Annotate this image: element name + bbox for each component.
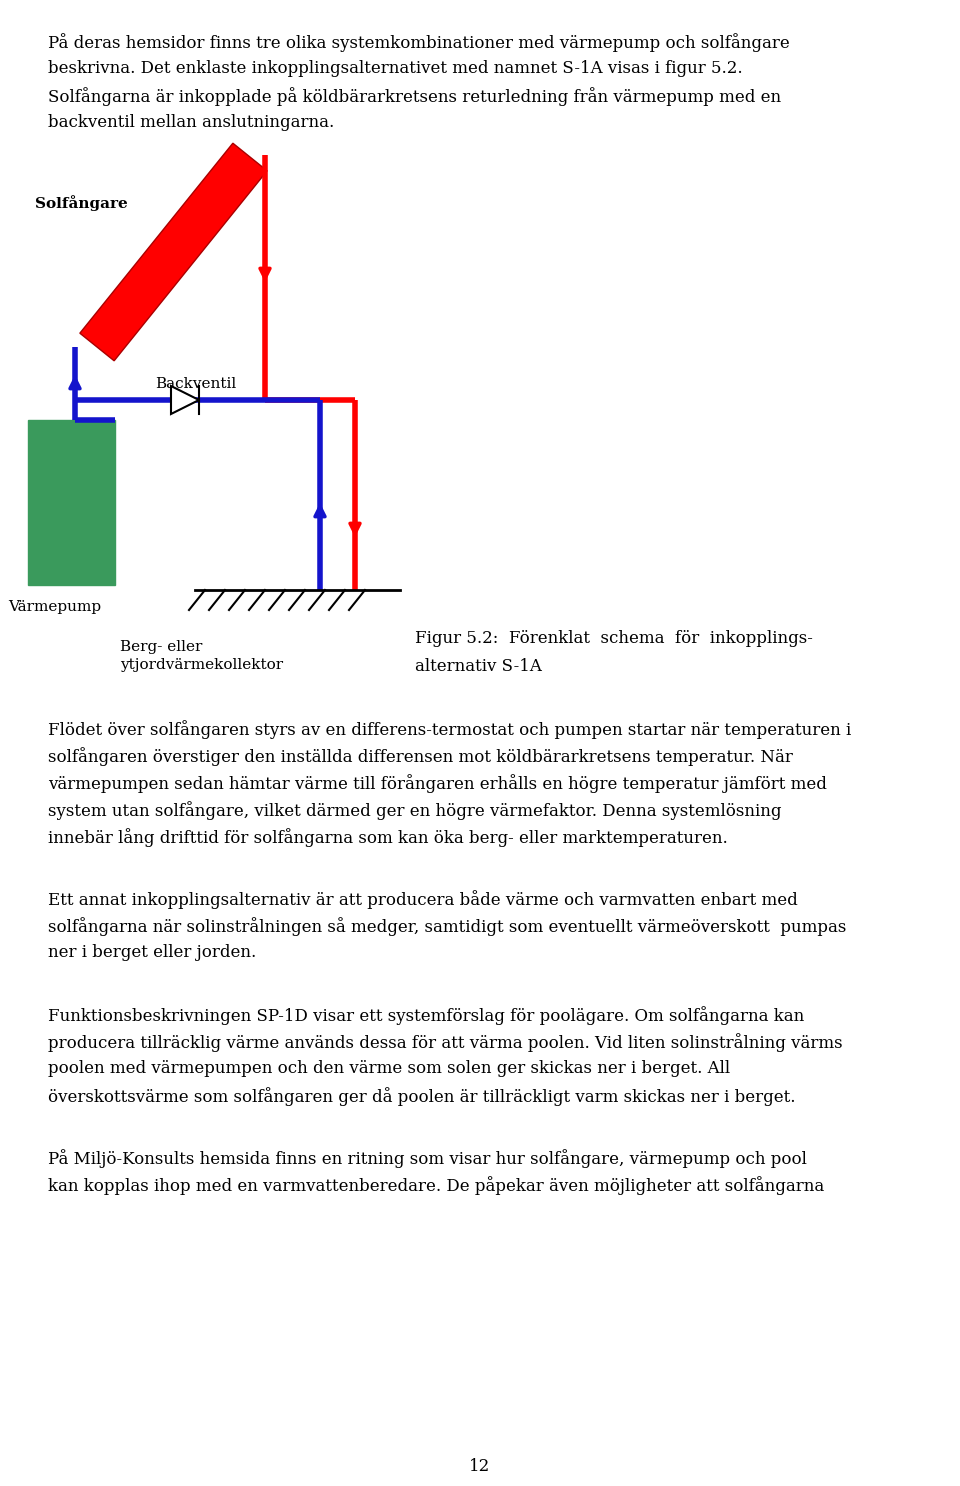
Text: beskrivna. Det enklaste inkopplingsalternativet med namnet S-1A visas i figur 5.: beskrivna. Det enklaste inkopplingsalter… bbox=[48, 59, 743, 77]
Text: backventil mellan anslutningarna.: backventil mellan anslutningarna. bbox=[48, 114, 334, 131]
Text: kan kopplas ihop med en varmvattenberedare. De påpekar även möjligheter att solf: kan kopplas ihop med en varmvattenbereda… bbox=[48, 1175, 825, 1195]
Text: På Miljö-Konsults hemsida finns en ritning som visar hur solfångare, värmepump o: På Miljö-Konsults hemsida finns en ritni… bbox=[48, 1149, 806, 1168]
Text: innebär lång drifttid för solfångarna som kan öka berg- eller marktemperaturen.: innebär lång drifttid för solfångarna so… bbox=[48, 828, 728, 847]
Text: Solfångare: Solfångare bbox=[35, 195, 128, 211]
Text: Funktionsbeskrivningen SP-1D visar ett systemförslag för poolägare. Om solfångar: Funktionsbeskrivningen SP-1D visar ett s… bbox=[48, 1006, 804, 1025]
Text: poolen med värmepumpen och den värme som solen ger skickas ner i berget. All: poolen med värmepumpen och den värme som… bbox=[48, 1060, 731, 1077]
Text: värmepumpen sedan hämtar värme till förångaren erhålls en högre temperatur jämfö: värmepumpen sedan hämtar värme till förå… bbox=[48, 774, 827, 794]
Text: solfångaren överstiger den inställda differensen mot köldbärarkretsens temperatu: solfångaren överstiger den inställda dif… bbox=[48, 747, 793, 765]
Text: Värmepump: Värmepump bbox=[8, 600, 101, 614]
Polygon shape bbox=[171, 386, 199, 415]
Text: överskottsvärme som solfångaren ger då poolen är tillräckligt varm skickas ner i: överskottsvärme som solfångaren ger då p… bbox=[48, 1086, 796, 1106]
Text: ytjordvärmekollektor: ytjordvärmekollektor bbox=[120, 658, 283, 672]
Text: system utan solfångare, vilket därmed ger en högre värmefaktor. Denna systemlösn: system utan solfångare, vilket därmed ge… bbox=[48, 801, 781, 820]
Text: ner i berget eller jorden.: ner i berget eller jorden. bbox=[48, 944, 256, 961]
Text: Backventil: Backventil bbox=[155, 377, 236, 391]
Text: 12: 12 bbox=[469, 1458, 491, 1476]
Text: solfångarna när solinstrålningen så medger, samtidigt som eventuellt värmeöversk: solfångarna när solinstrålningen så medg… bbox=[48, 917, 847, 936]
Polygon shape bbox=[80, 143, 267, 361]
Text: Solfångarna är inkopplade på köldbärarkretsens returledning från värmepump med e: Solfångarna är inkopplade på köldbärarkr… bbox=[48, 88, 781, 106]
Text: Figur 5.2:  Förenklat  schema  för  inkopplings-: Figur 5.2: Förenklat schema för inkoppli… bbox=[415, 630, 813, 646]
Bar bbox=[28, 421, 115, 585]
Text: alternativ S-1A: alternativ S-1A bbox=[415, 658, 541, 675]
Text: Flödet över solfångaren styrs av en differens-termostat och pumpen startar när t: Flödet över solfångaren styrs av en diff… bbox=[48, 721, 852, 739]
Text: Berg- eller: Berg- eller bbox=[120, 640, 203, 654]
Text: producera tillräcklig värme används dessa för att värma poolen. Vid liten solins: producera tillräcklig värme används dess… bbox=[48, 1033, 843, 1052]
Text: På deras hemsidor finns tre olika systemkombinationer med värmepump och solfånga: På deras hemsidor finns tre olika system… bbox=[48, 33, 790, 52]
Text: Ett annat inkopplingsalternativ är att producera både värme och varmvatten enbar: Ett annat inkopplingsalternativ är att p… bbox=[48, 890, 798, 909]
